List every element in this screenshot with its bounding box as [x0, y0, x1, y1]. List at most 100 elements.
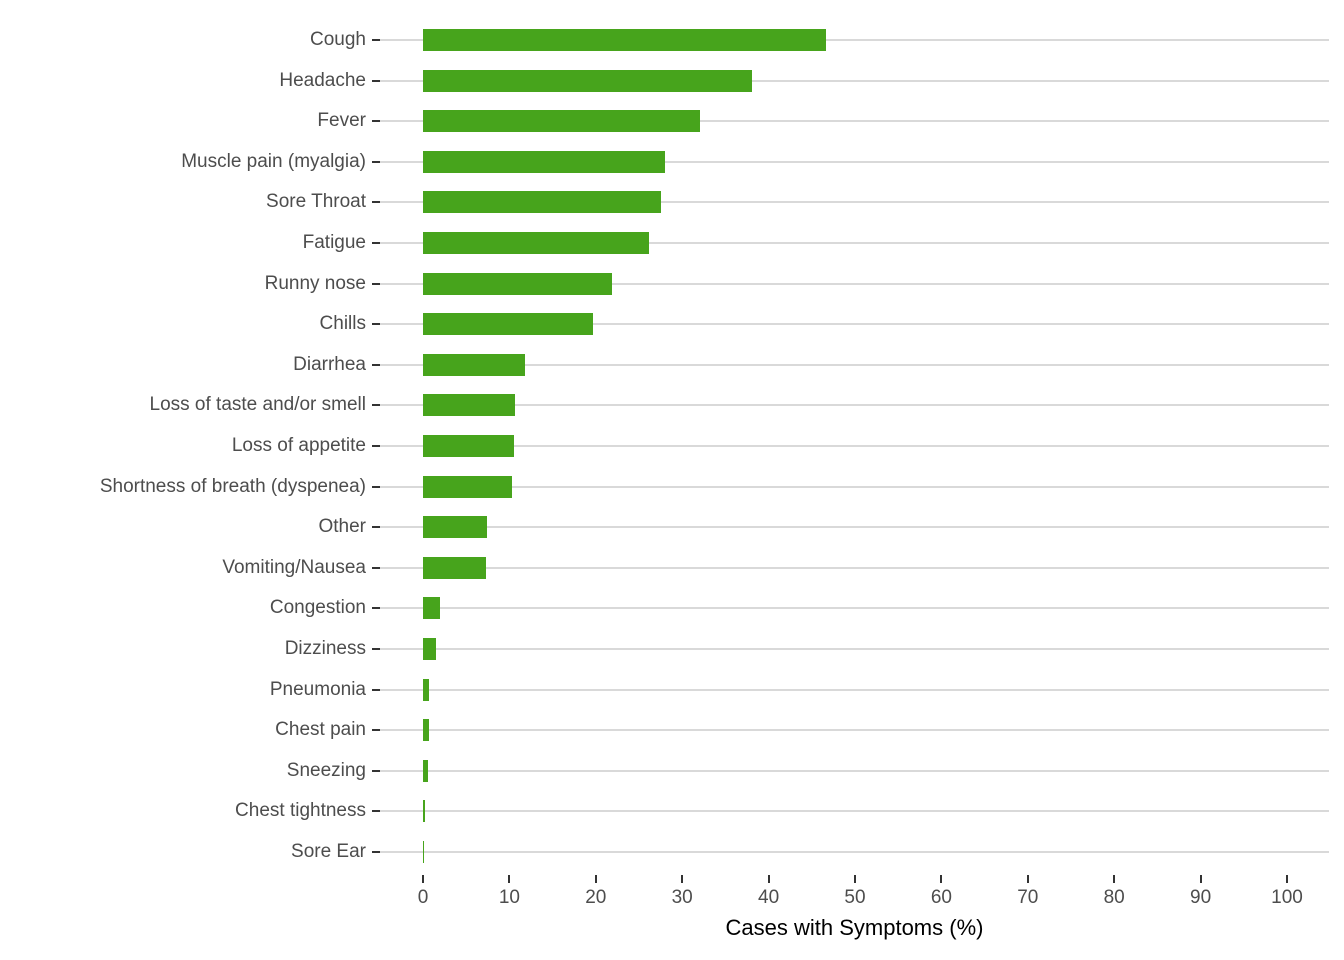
x-tick	[767, 875, 770, 883]
y-axis-label: Fever	[317, 110, 366, 132]
y-gridline	[380, 79, 1329, 82]
bar-chest-tightness	[423, 800, 425, 823]
y-tick	[372, 729, 380, 732]
y-axis-label: Vomiting/Nausea	[222, 556, 366, 578]
x-tick-label: 60	[930, 887, 952, 908]
y-gridline	[380, 526, 1329, 529]
x-axis-title: Cases with Symptoms (%)	[725, 915, 984, 940]
y-gridline	[380, 810, 1329, 813]
y-gridline	[380, 404, 1329, 407]
bar-chills	[423, 313, 594, 336]
y-tick	[372, 120, 380, 123]
bar-sore-ear	[423, 841, 424, 863]
y-axis-label: Muscle pain (myalgia)	[181, 150, 366, 172]
y-axis-label: Fatigue	[302, 232, 366, 253]
bar-shortness-of-breath-dyspenea-	[423, 475, 512, 498]
y-gridline	[380, 363, 1329, 366]
y-gridline	[380, 607, 1329, 610]
x-tick-label: 50	[844, 887, 866, 908]
y-axis-label: Sneezing	[286, 759, 366, 781]
y-axis-label: Chest pain	[275, 719, 366, 741]
x-tick-label: 30	[671, 887, 693, 908]
bar-fatigue	[423, 232, 650, 254]
x-tick	[594, 875, 597, 883]
x-tick	[681, 875, 684, 883]
y-tick	[372, 201, 380, 204]
y-axis-label: Other	[318, 516, 366, 538]
y-gridline	[380, 729, 1329, 732]
y-tick	[372, 769, 380, 772]
bar-chest-pain	[423, 719, 429, 742]
y-axis-label: Pneumonia	[269, 678, 366, 700]
y-gridline	[380, 242, 1329, 244]
y-tick	[372, 404, 380, 407]
bar-fever	[423, 110, 701, 133]
y-axis-label: Sore Throat	[266, 191, 366, 213]
y-axis-label: Runny nose	[264, 272, 366, 294]
x-tick	[1199, 875, 1202, 883]
y-axis-label: Loss of appetite	[231, 435, 366, 456]
bar-vomiting-nausea	[423, 556, 487, 579]
y-tick	[372, 39, 380, 41]
bar-runny-nose	[423, 272, 613, 295]
y-tick	[372, 79, 380, 82]
y-gridline	[380, 688, 1329, 691]
x-tick-label: 100	[1271, 887, 1303, 908]
y-tick	[372, 810, 380, 813]
x-tick	[854, 875, 856, 883]
y-tick	[372, 485, 380, 488]
y-gridline	[380, 282, 1329, 285]
y-tick	[372, 851, 380, 853]
y-gridline	[380, 445, 1329, 447]
y-tick	[372, 160, 380, 163]
x-tick	[422, 875, 424, 883]
bar-loss-of-taste-and-or-smell	[423, 394, 515, 417]
bar-muscle-pain-myalgia-	[423, 150, 665, 173]
y-axis-label: Dizziness	[284, 638, 366, 659]
bar-sneezing	[423, 759, 429, 782]
bar-cough	[423, 29, 826, 51]
y-gridline	[380, 323, 1329, 326]
y-tick	[372, 282, 380, 285]
x-tick-label: 10	[498, 887, 520, 908]
bar-congestion	[423, 597, 441, 620]
y-gridline	[380, 485, 1329, 488]
y-tick	[372, 688, 380, 691]
y-axis-label: Cough	[310, 29, 366, 50]
y-gridline	[380, 39, 1329, 41]
y-axis-label: Chills	[319, 313, 366, 335]
bar-diarrhea	[423, 353, 525, 376]
x-tick	[1113, 875, 1116, 883]
bar-other	[423, 516, 487, 539]
y-gridline	[380, 566, 1329, 569]
y-tick	[372, 363, 380, 366]
x-tick-label: 20	[585, 887, 607, 908]
bar-loss-of-appetite	[423, 435, 514, 457]
y-tick	[372, 648, 380, 650]
y-axis-label: Congestion	[269, 597, 366, 619]
y-axis-label: Loss of taste and/or smell	[149, 394, 367, 416]
y-gridline	[380, 851, 1329, 853]
x-tick	[940, 875, 943, 883]
bar-headache	[423, 69, 753, 92]
x-tick-label: 80	[1103, 887, 1125, 908]
y-axis-label: Chest tightness	[235, 800, 366, 822]
y-gridline	[380, 160, 1329, 163]
y-axis-label: Sore Ear	[291, 841, 366, 862]
y-axis-label: Diarrhea	[293, 353, 366, 375]
y-gridline	[380, 201, 1329, 204]
bar-dizziness	[423, 638, 436, 660]
x-tick-label: 70	[1017, 887, 1039, 908]
x-tick-label: 90	[1190, 887, 1212, 908]
y-axis-label: Shortness of breath (dyspenea)	[99, 475, 366, 497]
y-axis-label: Headache	[279, 69, 366, 91]
x-tick-label: 40	[758, 887, 780, 908]
x-tick	[508, 875, 511, 883]
y-tick	[372, 242, 380, 244]
y-gridline	[380, 120, 1329, 123]
x-tick-label: 0	[417, 887, 429, 908]
y-gridline	[380, 769, 1329, 772]
y-gridline	[380, 648, 1329, 650]
y-tick	[372, 526, 380, 529]
